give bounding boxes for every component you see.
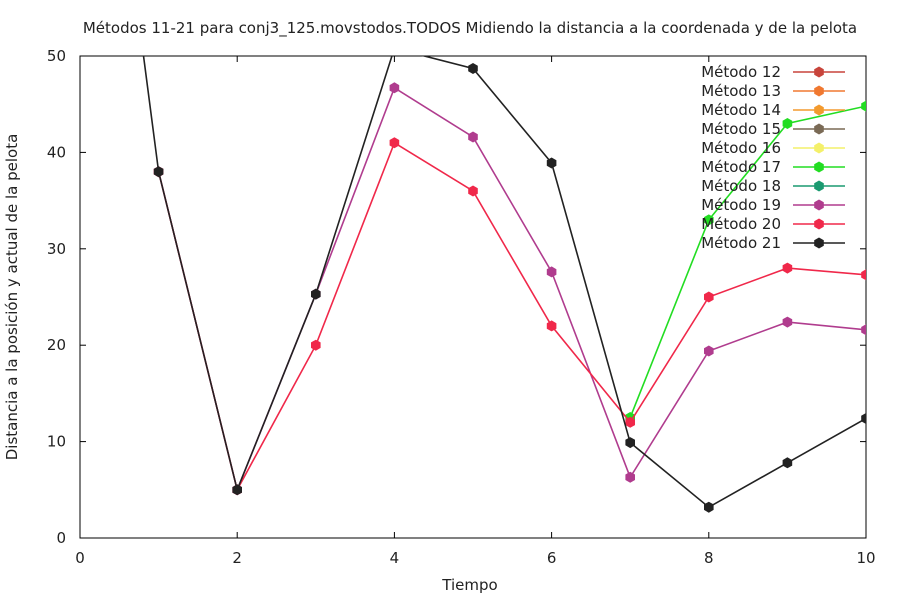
x-tick-label: 4 [390, 549, 400, 567]
data-point [311, 288, 321, 300]
data-point [468, 63, 478, 74]
data-point [546, 157, 557, 169]
data-point [546, 320, 557, 332]
series-line [629, 105, 866, 418]
y-tick-label: 20 [47, 336, 66, 354]
legend-marker [814, 180, 824, 192]
legend-label: Método 18 [701, 177, 781, 195]
legend-marker [814, 161, 824, 173]
data-point [625, 437, 635, 449]
y-tick-label: 0 [56, 529, 66, 547]
y-tick-label: 10 [47, 433, 66, 451]
data-point [625, 416, 635, 428]
legend-label: Método 19 [701, 196, 781, 214]
legend-label: Método 16 [701, 139, 781, 157]
legend-label: Método 20 [701, 215, 781, 233]
data-point [704, 345, 714, 357]
plot-frame [79, 55, 867, 539]
legend-marker [814, 142, 824, 154]
series-line [157, 141, 866, 492]
data-point [704, 291, 714, 303]
legend-marker [814, 199, 824, 211]
legend-label: Método 21 [701, 234, 781, 252]
data-point [704, 501, 714, 513]
data-point [153, 166, 164, 178]
legend-label: Método 14 [701, 101, 781, 119]
data-point [232, 484, 242, 496]
legend-label: Método 15 [701, 120, 781, 138]
x-tick-label: 6 [547, 549, 557, 567]
data-point [468, 185, 478, 197]
x-tick-label: 2 [232, 549, 242, 567]
data-point [782, 118, 793, 129]
data-point [468, 131, 478, 143]
y-tick-label: 30 [47, 240, 66, 258]
legend-label: Método 17 [701, 158, 781, 176]
legend-label: Método 13 [701, 82, 781, 100]
data-point [389, 82, 400, 94]
x-tick-label: 0 [75, 549, 85, 567]
data-point [861, 269, 866, 281]
data-point [311, 339, 321, 351]
data-point [861, 100, 866, 112]
legend-marker [814, 66, 824, 78]
legend-marker [814, 237, 824, 249]
legend-marker [814, 218, 824, 230]
data-point [782, 316, 793, 328]
axes: 0 2 4 6 8 10 0 10 20 30 40 50 [47, 47, 876, 567]
legend-marker [814, 104, 824, 116]
y-tick-label: 40 [47, 143, 66, 161]
data-point [782, 457, 793, 469]
data-point [546, 266, 557, 278]
data-point [861, 413, 866, 424]
x-axis-label: Tiempo [441, 576, 497, 594]
data-point [389, 137, 400, 149]
legend-label: Método 12 [701, 63, 781, 81]
y-tick-label: 50 [47, 47, 66, 65]
legend-marker [814, 85, 824, 97]
data-point [704, 214, 714, 226]
series-layer [142, 56, 866, 513]
series-m-todo-21 [142, 56, 866, 513]
data-point [861, 324, 866, 336]
y-axis-label: Distancia a la posición y actual de la p… [3, 134, 21, 461]
x-tick-label: 10 [856, 549, 875, 567]
chart-title: Métodos 11-21 para conj3_125.movstodos.T… [83, 19, 857, 38]
data-point [782, 262, 793, 274]
data-point [625, 471, 635, 483]
x-tick-label: 8 [704, 549, 714, 567]
legend-marker [814, 123, 824, 135]
